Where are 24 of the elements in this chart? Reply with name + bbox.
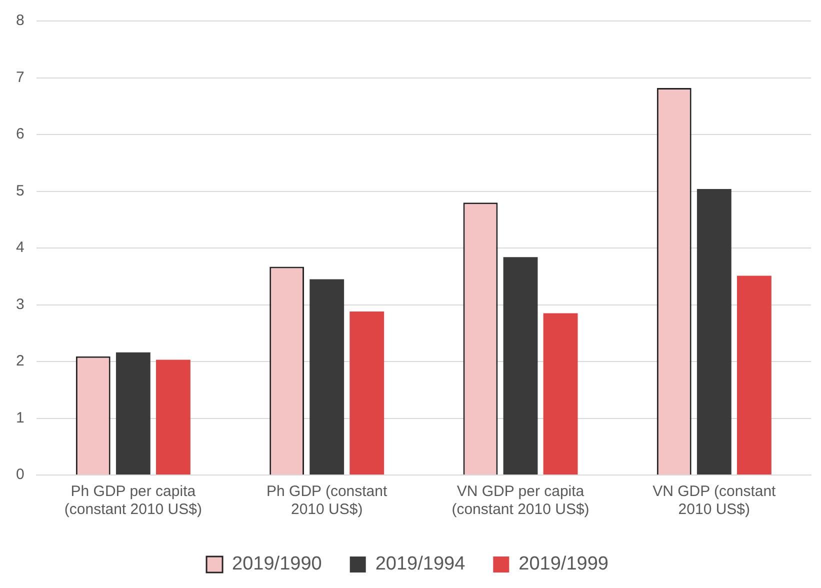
legend-label: 2019/1990: [232, 554, 322, 575]
bar: [503, 257, 538, 474]
bar: [543, 313, 578, 474]
bar: [156, 360, 190, 474]
y-tick-label: 4: [16, 239, 24, 256]
y-tick-label: 7: [16, 68, 24, 86]
y-tick-label: 0: [16, 466, 24, 484]
x-tick-label: Ph GDP per capita (constant 2010 US$): [64, 483, 202, 518]
bar: [736, 276, 772, 474]
x-tick-label: VN GDP (constant 2010 US$): [652, 483, 777, 518]
x-tick-label: VN GDP per capita (constant 2010 US$): [452, 483, 590, 518]
x-tick-label: Ph GDP (constant 2010 US$): [266, 483, 388, 518]
y-tick-label: 3: [16, 296, 24, 313]
legend-label: 2019/1999: [518, 554, 608, 575]
bar: [310, 279, 344, 474]
y-tick-label: 5: [16, 182, 24, 200]
legend-label: 2019/1994: [375, 554, 466, 575]
bar: [696, 188, 732, 474]
y-tick-label: 8: [16, 12, 24, 30]
y-tick-label: 1: [16, 409, 24, 426]
y-tick-label: 6: [16, 126, 24, 143]
y-tick-label: 2: [16, 352, 24, 370]
bar: [350, 312, 384, 474]
bar: [116, 352, 150, 474]
